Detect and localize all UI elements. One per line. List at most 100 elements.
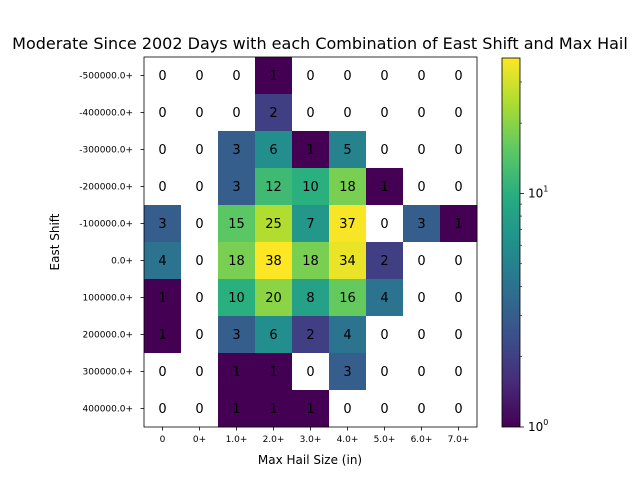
cell-value-label: 0 [195, 217, 203, 232]
cell-value-label: 0 [343, 402, 351, 417]
cell-value-label: 1 [306, 143, 314, 158]
cell-value-label: 2 [306, 328, 314, 343]
heatmap-cell [403, 279, 441, 317]
colorbar-tick-label: 101 [528, 184, 548, 200]
heatmap-cell [403, 242, 441, 280]
heatmap-cell [218, 353, 256, 391]
cell-value-label: 18 [339, 180, 356, 195]
heatmap-cell [218, 205, 256, 243]
heatmap-cell [440, 316, 478, 354]
y-tick-label: 100000.0+ [83, 294, 133, 304]
cell-value-label: 0 [380, 328, 388, 343]
cell-value-label: 2 [380, 254, 388, 269]
heatmap-cell [255, 242, 293, 280]
heatmap-cell [329, 168, 367, 206]
cell-value-label: 1 [380, 180, 388, 195]
heatmap-cell [440, 57, 478, 95]
cell-value-label: 0 [158, 106, 166, 121]
heatmap-cell [181, 279, 219, 317]
cell-value-label: 18 [302, 254, 319, 269]
cell-value-label: 0 [232, 69, 240, 84]
x-tick-label: 3.0+ [300, 435, 322, 445]
heatmap-cell [366, 168, 404, 206]
y-tick-label: -300000.0+ [79, 146, 133, 156]
cell-value-label: 0 [454, 328, 462, 343]
y-tick-label: -500000.0+ [79, 72, 133, 82]
y-tick-label: -100000.0+ [79, 220, 133, 230]
heatmap-cell [329, 205, 367, 243]
heatmap-cell [366, 316, 404, 354]
cell-value-label: 0 [417, 143, 425, 158]
heatmap-cell [144, 57, 182, 95]
cell-value-label: 12 [265, 180, 282, 195]
heatmap-cell [366, 390, 404, 428]
cell-value-label: 1 [232, 365, 240, 380]
heatmap-cell [218, 57, 256, 95]
cell-value-label: 3 [232, 328, 240, 343]
heatmap-cell [403, 94, 441, 132]
heatmap-cell [292, 205, 330, 243]
cell-value-label: 2 [269, 106, 277, 121]
cell-value-label: 0 [343, 106, 351, 121]
cell-value-label: 8 [306, 291, 314, 306]
cell-value-label: 0 [158, 365, 166, 380]
heatmap-cell [144, 390, 182, 428]
heatmap-cell [181, 94, 219, 132]
x-tick-label: 7.0+ [448, 435, 470, 445]
cell-value-label: 3 [417, 217, 425, 232]
heatmap-cell [218, 168, 256, 206]
cell-value-label: 3 [232, 180, 240, 195]
x-tick-label: 6.0+ [411, 435, 433, 445]
cell-value-label: 0 [417, 328, 425, 343]
cell-value-label: 0 [417, 180, 425, 195]
heatmap-cell [440, 205, 478, 243]
heatmap-cell [403, 168, 441, 206]
cell-value-label: 0 [417, 254, 425, 269]
cell-value-label: 0 [195, 328, 203, 343]
heatmap-cell [403, 316, 441, 354]
heatmap-cell [329, 316, 367, 354]
cell-value-label: 0 [195, 254, 203, 269]
cell-value-label: 0 [158, 143, 166, 158]
heatmap-cell [144, 353, 182, 391]
heatmap-cell [255, 57, 293, 95]
cell-value-label: 0 [195, 69, 203, 84]
y-tick-label: 0.0+ [111, 257, 133, 267]
heatmap-cell [329, 94, 367, 132]
heatmap-cell [218, 94, 256, 132]
cell-value-label: 0 [454, 365, 462, 380]
heatmap-cell [292, 131, 330, 169]
heatmap-cell [144, 316, 182, 354]
cell-value-label: 0 [417, 402, 425, 417]
heatmap-cell [218, 279, 256, 317]
heatmap-cell [329, 57, 367, 95]
x-axis-label: Max Hail Size (in) [258, 453, 362, 467]
y-tick-label: -400000.0+ [79, 109, 133, 119]
cell-value-label: 0 [195, 291, 203, 306]
heatmap-cell [144, 168, 182, 206]
heatmap-cell [218, 242, 256, 280]
cell-value-label: 34 [339, 254, 356, 269]
heatmap-cell [366, 242, 404, 280]
heatmap-cell [403, 131, 441, 169]
cell-value-label: 0 [380, 143, 388, 158]
heatmap-cell [329, 279, 367, 317]
cell-value-label: 4 [343, 328, 351, 343]
heatmap-cell [181, 131, 219, 169]
y-tick-label: 300000.0+ [83, 368, 133, 378]
heatmap-cell [440, 94, 478, 132]
x-tick-label: 0+ [193, 435, 206, 445]
cell-value-label: 0 [454, 143, 462, 158]
heatmap-cell [255, 390, 293, 428]
cell-value-label: 0 [380, 365, 388, 380]
heatmap-cell [366, 353, 404, 391]
y-tick-label: -200000.0+ [79, 183, 133, 193]
colorbar-ticks: 100 101 [520, 81, 548, 434]
cell-value-label: 1 [269, 402, 277, 417]
heatmap-cell [329, 353, 367, 391]
heatmap-cell [292, 94, 330, 132]
heatmap-cell [440, 390, 478, 428]
cell-value-label: 0 [380, 402, 388, 417]
heatmap-cell [218, 316, 256, 354]
heatmap-cell [366, 94, 404, 132]
